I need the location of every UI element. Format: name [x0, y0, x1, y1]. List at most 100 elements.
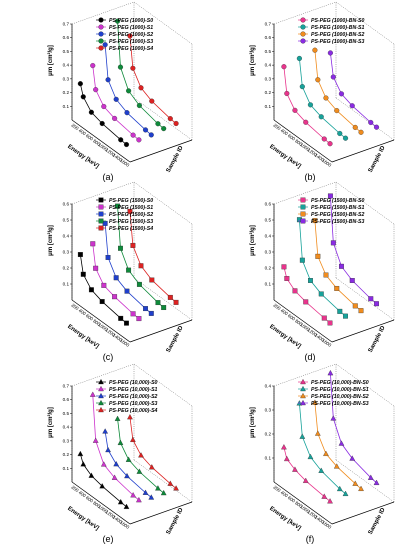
data-point [373, 124, 380, 130]
x-tick-label: 800 [92, 318, 102, 327]
data-point [105, 255, 111, 260]
data-point [321, 493, 328, 499]
data-point [349, 103, 355, 109]
legend-entry: PS-PEG (10,000)-S2 [109, 394, 158, 400]
data-point [138, 85, 144, 91]
data-point [323, 272, 329, 278]
legend-entry: PS-PEG (1000)-S0 [109, 18, 153, 24]
z-axis-title: Sample ID [368, 507, 387, 536]
data-point [148, 310, 154, 316]
z-axis-title: Sample ID [368, 145, 387, 174]
data-point [100, 461, 107, 467]
series-5 [127, 414, 179, 491]
data-point [368, 296, 374, 302]
data-point [302, 477, 309, 483]
z-axis-title: Sample ID [166, 325, 185, 354]
box-edge [133, 181, 193, 225]
data-point [136, 102, 142, 109]
data-point [303, 119, 309, 125]
series-2 [296, 55, 349, 141]
data-point [160, 489, 167, 496]
data-point [88, 287, 94, 293]
data-point [98, 392, 104, 399]
data-point [327, 50, 333, 56]
y-tick-label: 0.3 [63, 438, 70, 443]
data-point [312, 399, 318, 405]
x-tick-label: 1600 [119, 520, 131, 530]
panel-label: (c) [103, 352, 114, 362]
data-point [155, 300, 161, 306]
data-point [148, 464, 155, 470]
data-point [148, 132, 154, 138]
x-tick-label: 400 [78, 128, 88, 137]
y-tick-label: 0.2 [265, 266, 272, 271]
x-tick-label: 1600 [321, 158, 333, 168]
x-tick-label: 1400 [112, 333, 124, 343]
data-point [337, 130, 343, 137]
x-tick-label: 400 [280, 308, 290, 317]
data-point [105, 77, 111, 83]
data-point [80, 271, 86, 277]
data-point [342, 135, 349, 141]
data-point [98, 45, 104, 51]
data-point [148, 494, 155, 500]
x-tick-label: 600 [287, 133, 297, 142]
data-point [300, 392, 306, 399]
energy-axis [71, 481, 131, 525]
data-point [167, 116, 173, 122]
data-point [126, 88, 132, 94]
box-edge [133, 459, 193, 503]
data-point [130, 65, 136, 71]
legend-entry: PS-PEG (10,000)-BN-S3 [311, 401, 369, 407]
legend-entry: PS-PEG (1000)-BN-S0 [311, 18, 364, 24]
data-point [130, 243, 136, 248]
box-edge [335, 459, 395, 503]
series-1 [281, 444, 333, 504]
y-axis-title: μm [cm²/g] [47, 225, 54, 256]
y-tick-label: 0.3 [265, 250, 272, 255]
energy-axis [71, 119, 131, 163]
data-point [321, 315, 327, 321]
x-tick-label: 1200 [307, 147, 319, 157]
x-tick-label: 600 [85, 133, 95, 142]
data-point [327, 369, 334, 376]
data-point [98, 385, 104, 392]
data-point [98, 197, 104, 203]
sample-axis [331, 319, 395, 343]
data-point [102, 42, 108, 48]
sample-axis [129, 319, 193, 343]
data-point [138, 263, 144, 269]
data-point [80, 94, 86, 100]
data-point [136, 468, 143, 474]
data-point [118, 315, 124, 321]
x-tick-label: 600 [287, 495, 297, 504]
legend-entry: PS-PEG (10,000)-S4 [109, 408, 158, 414]
data-point [136, 137, 142, 143]
data-point [333, 463, 340, 469]
data-point [124, 472, 130, 479]
box-edge [335, 1, 395, 45]
series-line [104, 431, 152, 498]
y-tick-label: 0.2 [63, 90, 70, 95]
energy-axis [71, 299, 131, 343]
data-point [142, 127, 149, 133]
legend-entry: PS-PEG (1500)-BN-S1 [311, 205, 364, 211]
series-1 [281, 264, 333, 326]
x-tick-label: 600 [287, 313, 297, 322]
data-point [101, 103, 107, 110]
data-point [130, 436, 136, 442]
y-tick-label: 0.4 [63, 425, 70, 430]
series-4 [115, 18, 167, 132]
data-point [98, 378, 104, 385]
legend-entry: PS-PEG (1000)-BN-S1 [311, 25, 364, 31]
data-point [98, 31, 104, 37]
data-point [343, 313, 348, 319]
x-tick-label: 400 [280, 490, 290, 499]
x-tick-label: 800 [294, 138, 304, 147]
y-tick-label: 0.7 [265, 22, 272, 27]
data-point [105, 446, 111, 453]
x-tick-label: 1200 [105, 509, 117, 519]
data-point [300, 17, 306, 23]
